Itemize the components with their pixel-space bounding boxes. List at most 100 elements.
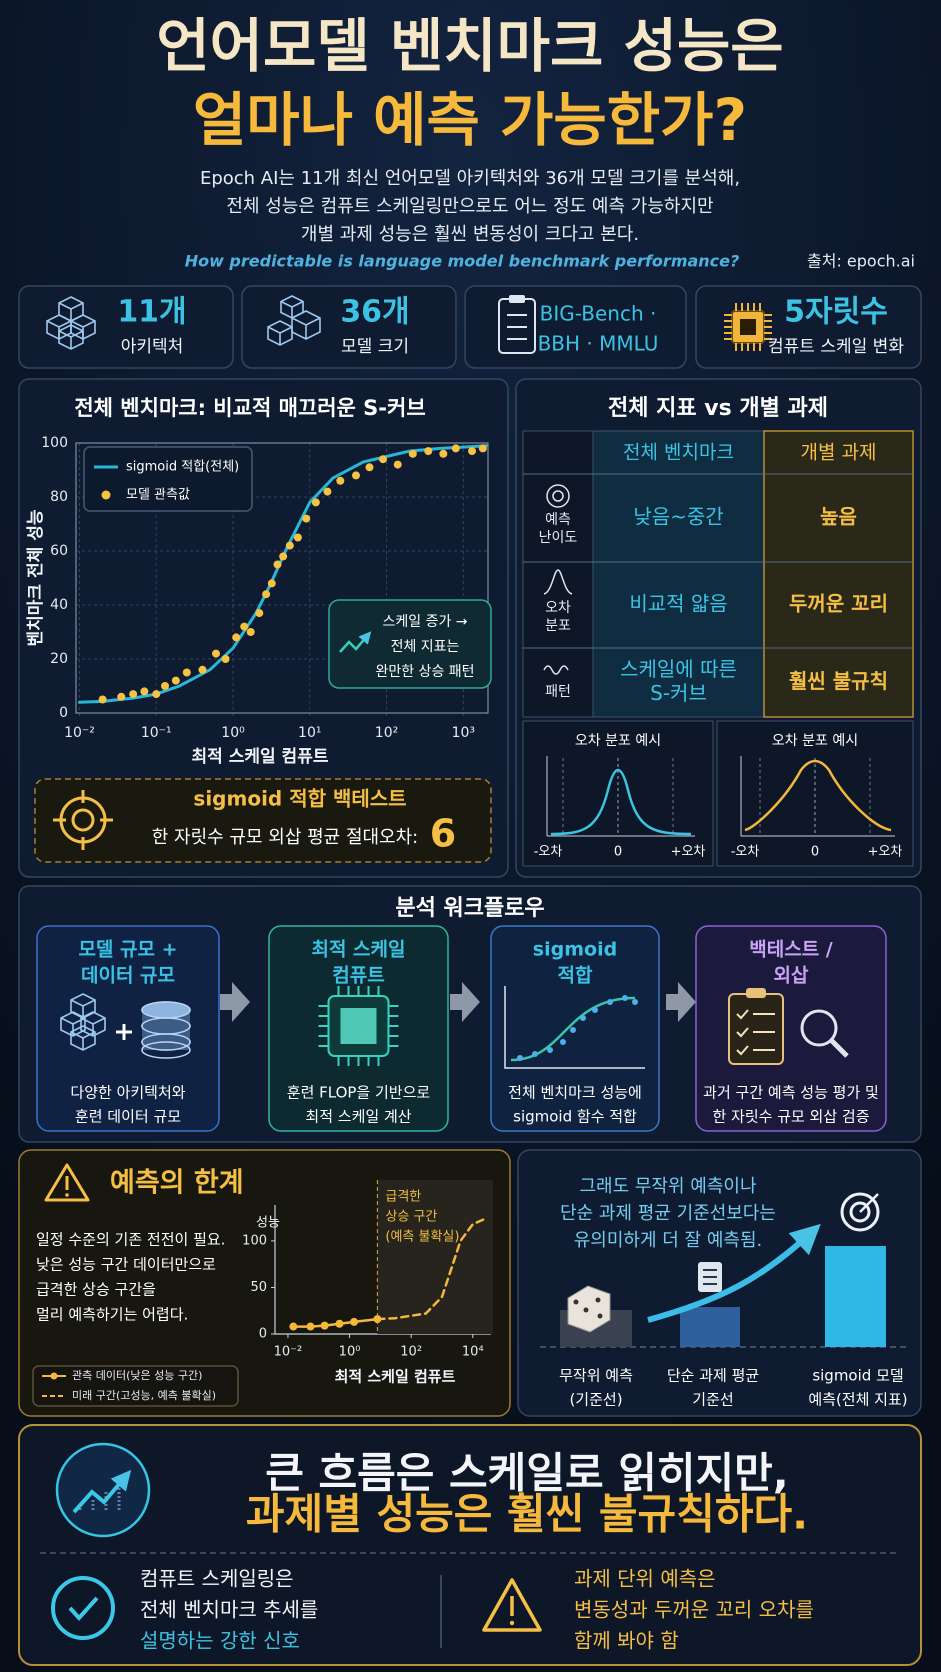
stat-label: 모델 크기 bbox=[341, 337, 409, 357]
example-axis-label: -오차 bbox=[534, 845, 563, 860]
x-tick-label: 10² bbox=[375, 725, 398, 741]
icon bbox=[597, 1313, 603, 1319]
icon bbox=[840, 1192, 880, 1232]
data-point bbox=[468, 447, 477, 456]
step-desc: 다양한 아키텍처와 bbox=[70, 1084, 185, 1102]
body-text: 멀리 예측하기는 어렵다. bbox=[36, 1306, 188, 1324]
icon bbox=[509, 295, 525, 303]
bar bbox=[680, 1307, 740, 1347]
icon bbox=[504, 986, 645, 1069]
x-tick-label: 10⁰ bbox=[221, 725, 245, 741]
icon bbox=[340, 1008, 377, 1044]
backtest-value: 6 bbox=[430, 812, 456, 856]
description: 개별 과제 성능은 훨씬 변동성이 크다고 본다. bbox=[301, 224, 639, 245]
icon bbox=[510, 996, 636, 1062]
data-point bbox=[306, 1322, 315, 1331]
stat-value: 11개 bbox=[117, 295, 186, 330]
icon bbox=[70, 1025, 96, 1051]
legend-label: sigmoid 적합(전체) bbox=[126, 460, 239, 475]
data-point bbox=[393, 460, 402, 469]
data-point bbox=[478, 444, 487, 453]
bar-label: 무작위 예측 bbox=[559, 1367, 633, 1385]
annotation-box bbox=[328, 599, 492, 689]
icon bbox=[280, 295, 304, 319]
icon bbox=[547, 1047, 553, 1053]
plot-frame bbox=[75, 442, 489, 714]
stat-label: 아키텍처 bbox=[121, 337, 184, 357]
icon bbox=[65, 1193, 69, 1197]
column-header: 전체 벤치마크 bbox=[623, 442, 734, 464]
y-tick-label: 0 bbox=[59, 705, 68, 721]
example-panel bbox=[716, 720, 914, 867]
stat-label: 컴퓨트 스케일 변화 bbox=[768, 337, 904, 357]
conclusion-text: 변동성과 두꺼운 꼬리 오차를 bbox=[574, 1598, 814, 1622]
annotation: 급격한 bbox=[385, 1190, 421, 1205]
flow-arrow bbox=[450, 982, 480, 1022]
bar-label: 예측(전체 지표) bbox=[808, 1391, 907, 1409]
data-point bbox=[117, 692, 126, 701]
icon bbox=[141, 1001, 191, 1019]
subtitle: How predictable is language model benchm… bbox=[185, 252, 740, 271]
x-axis-label: 최적 스케일 컴퓨트 bbox=[335, 1368, 456, 1386]
chart-title: 전체 벤치마크: 비교적 매끄러운 S-커브 bbox=[74, 396, 425, 420]
x-tick-label: 10¹ bbox=[298, 725, 321, 741]
x-tick-label: 10⁻¹ bbox=[141, 725, 172, 741]
stat-card bbox=[241, 285, 457, 369]
step-title: 컴퓨트 bbox=[332, 965, 384, 987]
step-desc: 과거 구간 예측 성능 평가 및 bbox=[703, 1084, 879, 1102]
annotation: 완만한 상승 패턴 bbox=[375, 664, 474, 680]
column-header: 개별 과제 bbox=[801, 442, 877, 464]
legend bbox=[83, 446, 253, 512]
data-point bbox=[198, 665, 207, 674]
description: Epoch AI는 11개 최신 언어모델 아키텍처와 36개 모델 크기를 분… bbox=[200, 168, 740, 189]
icon bbox=[592, 1007, 598, 1013]
table-cell: S-커브 bbox=[650, 681, 707, 705]
legend-swatch bbox=[50, 1372, 58, 1380]
icon bbox=[728, 993, 784, 1065]
icon bbox=[339, 631, 372, 653]
data-point bbox=[379, 455, 388, 464]
row-label: 난이도 bbox=[539, 530, 578, 546]
data-point bbox=[246, 628, 255, 636]
example-curve bbox=[550, 768, 692, 836]
legend-label: 모델 관측값 bbox=[126, 488, 190, 503]
x-tick-label: 10⁴ bbox=[462, 1345, 484, 1360]
data-point bbox=[451, 444, 460, 453]
icon bbox=[859, 1193, 879, 1213]
example-axis-label: -오차 bbox=[731, 845, 760, 860]
step-title: 데이터 규모 bbox=[81, 965, 175, 987]
conclusion-text: 과제 단위 예측은 bbox=[574, 1567, 716, 1591]
stat-value: BIG-Bench · bbox=[540, 302, 657, 326]
body-text: 일정 수준의 기존 전전이 필요. bbox=[36, 1231, 225, 1249]
table-cell: 높음 bbox=[820, 505, 857, 529]
step-title: sigmoid bbox=[533, 939, 617, 961]
step-title: 외삽 bbox=[774, 965, 809, 987]
y-axis-label: 성능 bbox=[256, 1216, 280, 1231]
y-axis-label: 벤치마크 전체 성능 bbox=[26, 509, 46, 646]
icon bbox=[141, 1041, 191, 1059]
body-text: 유의미하게 더 잘 예측됨. bbox=[574, 1230, 763, 1251]
icon bbox=[141, 1033, 191, 1051]
description: 전체 성능은 컴퓨트 스케일링만으로도 어느 정도 예측 가능하지만 bbox=[226, 196, 713, 217]
panel-title: 예측의 한계 bbox=[110, 1168, 244, 1199]
data-point bbox=[279, 552, 288, 561]
x-tick-label: 10⁻² bbox=[64, 725, 95, 741]
icon bbox=[580, 1015, 586, 1021]
data-point bbox=[211, 649, 220, 658]
y-tick-label: 40 bbox=[50, 597, 68, 613]
icon bbox=[736, 1009, 749, 1020]
row-label: 패턴 bbox=[545, 684, 571, 700]
data-point bbox=[267, 579, 276, 588]
stat-value: 36개 bbox=[340, 295, 409, 330]
icon bbox=[583, 1307, 589, 1313]
step-desc: 한 자릿수 규모 외삽 검증 bbox=[712, 1108, 869, 1126]
example-curve bbox=[744, 759, 892, 832]
flow-arrow bbox=[666, 982, 696, 1022]
data-point bbox=[129, 690, 138, 699]
y-tick-label: 0 bbox=[259, 1327, 267, 1342]
data-point bbox=[161, 682, 170, 690]
row-label: 오차 bbox=[545, 600, 571, 616]
conclusion-text: 컴퓨트 스케일링은 bbox=[140, 1567, 294, 1591]
